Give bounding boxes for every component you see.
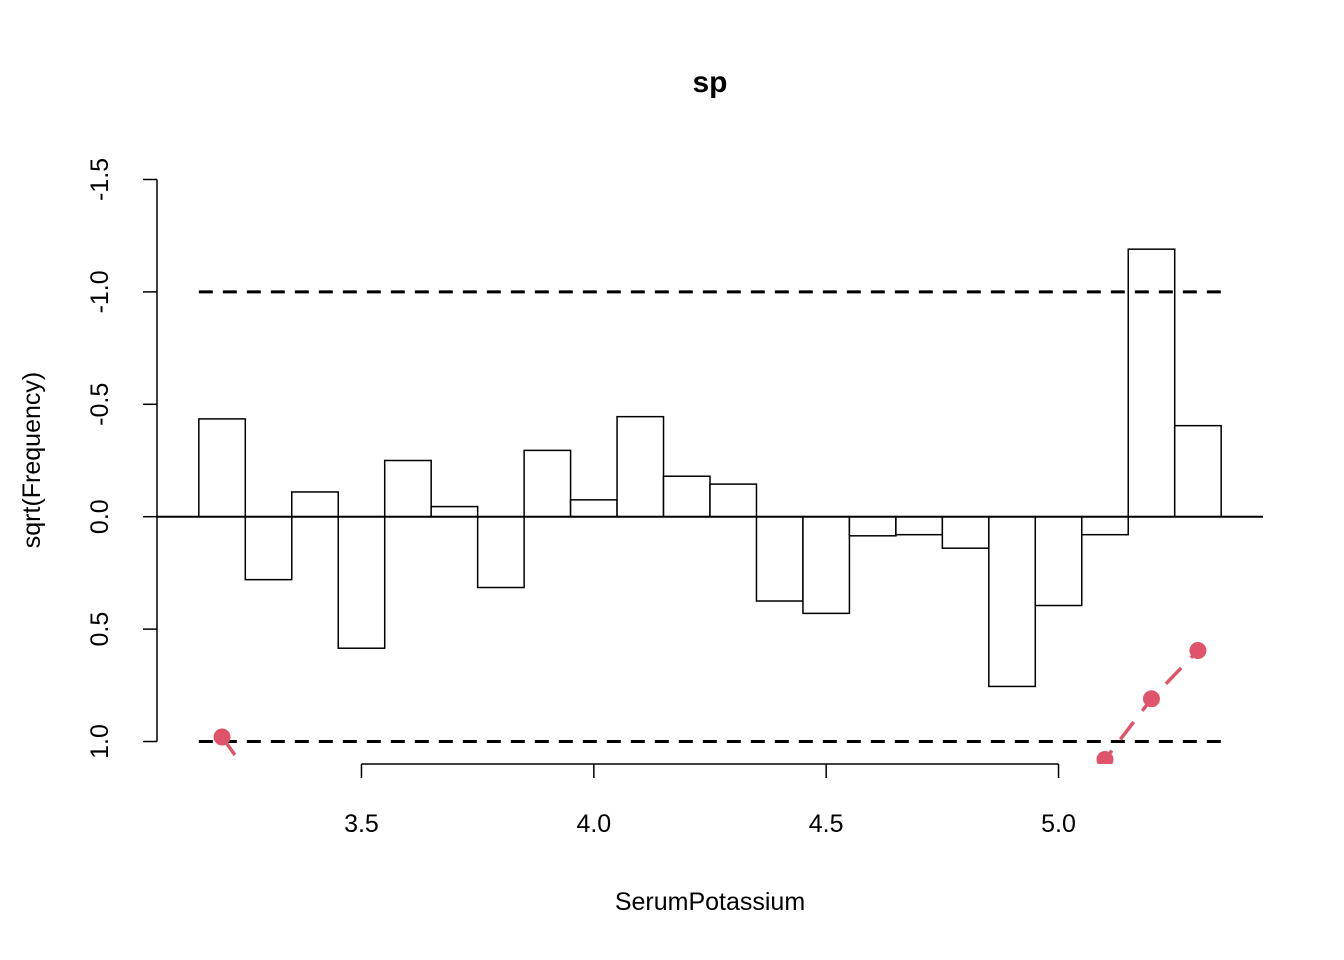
chart-title: sp <box>692 66 727 99</box>
bar <box>802 515 851 615</box>
y-tick-label: -0.5 <box>86 383 114 426</box>
bar <box>1127 248 1176 518</box>
bar <box>569 499 618 518</box>
y-tick-label: -1.5 <box>86 158 114 201</box>
bar <box>616 415 665 518</box>
bar <box>198 418 247 518</box>
x-tick-label: 4.5 <box>809 810 844 838</box>
expected-point <box>213 728 231 746</box>
bar <box>662 475 711 518</box>
y-tick-label: 0.5 <box>86 612 114 647</box>
bar <box>848 515 897 537</box>
bar <box>383 459 432 518</box>
x-tick-label: 5.0 <box>1041 810 1076 838</box>
y-tick-label: -1.0 <box>86 270 114 313</box>
bar <box>895 515 944 536</box>
expected-point <box>1096 751 1114 764</box>
bar <box>709 483 758 518</box>
bar <box>988 515 1037 688</box>
bar <box>1173 424 1222 518</box>
y-tick-label: 1.0 <box>86 724 114 759</box>
bar <box>291 491 339 518</box>
plot-area <box>157 248 1263 811</box>
bar <box>1034 515 1083 607</box>
bar <box>941 515 990 549</box>
bar <box>1081 515 1129 536</box>
bar <box>755 515 804 602</box>
expected-point <box>1189 641 1207 659</box>
bar <box>337 515 386 649</box>
bar <box>523 449 572 518</box>
y-axis-label: sqrt(Frequency) <box>18 372 46 548</box>
x-tick-label: 4.0 <box>576 810 611 838</box>
expected-point <box>260 794 277 811</box>
expected-point <box>1142 690 1160 708</box>
bar <box>430 505 479 518</box>
x-tick-label: 3.5 <box>344 810 379 838</box>
x-axis-label: SerumPotassium <box>615 888 805 916</box>
bar <box>476 515 525 589</box>
bar <box>244 515 293 581</box>
y-tick-label: 0.0 <box>86 499 114 534</box>
expected-line <box>220 649 1200 764</box>
